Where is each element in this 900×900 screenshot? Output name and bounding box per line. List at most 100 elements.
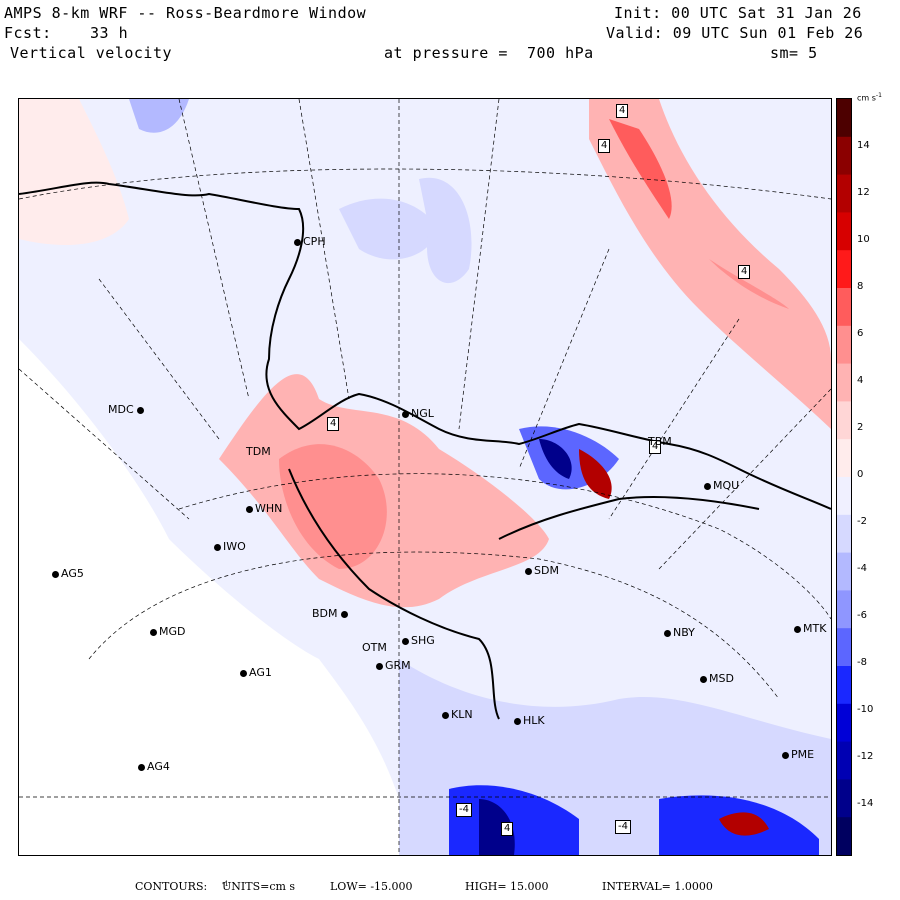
station-code: IWO <box>223 540 246 553</box>
colorbar-swatch <box>837 212 851 251</box>
transantarctic-front <box>498 496 760 540</box>
colorbar-units-text: cm s <box>857 93 876 103</box>
station-dot <box>52 570 59 578</box>
station-code: SHG <box>411 634 435 647</box>
station-dot <box>294 238 301 246</box>
station-marker: IWO <box>214 541 246 553</box>
station-marker: AG1 <box>240 667 272 679</box>
station-code: PME <box>791 748 815 761</box>
station-dot <box>782 751 789 759</box>
station-dot <box>138 763 145 771</box>
station-marker: NBY <box>664 627 695 639</box>
station-code: MDC <box>108 403 134 416</box>
smoothing: sm= 5 <box>770 44 818 62</box>
ice-shelf-white-region <box>19 339 399 855</box>
contour-label: 4 <box>649 440 662 454</box>
station-dot <box>704 482 711 490</box>
model-title: AMPS 8-km WRF -- Ross-Beardmore Window <box>4 4 367 22</box>
colorbar-tick-label: 6 <box>857 328 864 339</box>
colorbar-tick-label: -2 <box>857 516 867 527</box>
station-marker: NGL <box>402 408 434 420</box>
contour-label: 4 <box>738 265 751 279</box>
station-code: AG5 <box>61 567 84 580</box>
colorbar-tick-label: -4 <box>857 563 867 574</box>
station-code: BDM <box>312 607 338 620</box>
station-marker: MSD <box>700 673 734 685</box>
colorbar-swatch <box>837 363 851 402</box>
colorbar-swatch <box>837 250 851 289</box>
station-code: SDM <box>534 564 559 577</box>
station-marker: SHG <box>402 635 435 647</box>
station-code: GRM <box>385 659 411 672</box>
colorbar-tick-label: 10 <box>857 234 870 245</box>
station-dot <box>700 675 707 683</box>
station-dot <box>664 629 671 637</box>
colorbar-tick-label: 4 <box>857 375 864 386</box>
station-marker: PME <box>782 749 814 761</box>
station-marker: MDC <box>108 404 146 416</box>
station-marker: OTM <box>362 642 387 654</box>
vertical-velocity-field <box>19 99 831 855</box>
field-name: Vertical velocity <box>10 44 173 62</box>
station-marker: MTK <box>794 623 826 635</box>
station-code: MTK <box>803 622 827 635</box>
footer-units-exponent: -1 <box>222 880 229 888</box>
colorbar-tick-label: 12 <box>857 187 870 198</box>
ice-shelf-edge <box>288 468 500 720</box>
init-time: Init: 00 UTC Sat 31 Jan 26 <box>614 4 862 22</box>
station-code: HLK <box>523 714 545 727</box>
footer-low: LOW= -15.000 <box>330 880 413 893</box>
station-code: NBY <box>673 626 695 639</box>
station-dot <box>137 406 145 414</box>
colorbar-tick-label: -10 <box>857 704 874 715</box>
forecast-label: Fcst: <box>4 24 52 42</box>
colorbar-swatch <box>837 174 851 213</box>
colorbar-swatch <box>837 477 851 516</box>
footer-units: UNITS=cm s -1 <box>222 880 295 894</box>
station-marker: MQU <box>704 480 739 492</box>
colorbar-tick-label: -6 <box>857 610 867 621</box>
colorbar-swatch <box>837 628 851 667</box>
lower-right-red <box>719 812 769 836</box>
upper-left-pink <box>19 99 129 245</box>
contour-label: -4 <box>615 820 631 834</box>
station-dot <box>376 662 383 670</box>
colorbar-tick-label: 8 <box>857 281 864 292</box>
station-code: OTM <box>362 641 387 654</box>
station-marker: AG4 <box>138 761 170 773</box>
station-dot <box>246 505 253 513</box>
contour-label: 4 <box>327 417 340 431</box>
station-marker: TDM <box>246 446 271 458</box>
colorbar-tick-label: -8 <box>857 657 867 668</box>
colorbar-swatch <box>837 779 851 818</box>
pressure-level: at pressure = 700 hPa <box>384 44 594 62</box>
coastline <box>19 181 831 510</box>
station-code: MGD <box>159 625 186 638</box>
station-marker: BDM <box>312 608 350 620</box>
station-code: WHN <box>255 502 283 515</box>
colorbar-tick-label: -12 <box>857 751 874 762</box>
station-dot <box>402 637 409 645</box>
footer-units-text: UNITS=cm s <box>222 880 296 893</box>
station-code: KLN <box>451 708 473 721</box>
station-dot <box>794 625 801 633</box>
colorbar-swatch <box>837 817 851 855</box>
footer-interval: INTERVAL= 1.0000 <box>602 880 713 893</box>
mid-right-darkblue <box>539 439 572 479</box>
blue-patch-2 <box>419 177 472 284</box>
map-panel <box>18 98 832 856</box>
station-code: CPH <box>303 235 326 248</box>
footer-high: HIGH= 15.000 <box>465 880 549 893</box>
station-dot <box>341 610 349 618</box>
mid-right-darkred <box>579 449 612 499</box>
station-code: MQU <box>713 479 740 492</box>
station-dot <box>442 711 449 719</box>
contour-label: 4 <box>616 104 629 118</box>
station-code: AG1 <box>249 666 272 679</box>
colorbar <box>836 98 852 856</box>
colorbar-tick-label: 2 <box>857 422 864 433</box>
station-marker: SDM <box>525 565 559 577</box>
station-marker: TBM <box>648 436 672 448</box>
station-dot <box>150 628 157 636</box>
station-dot <box>402 410 409 418</box>
